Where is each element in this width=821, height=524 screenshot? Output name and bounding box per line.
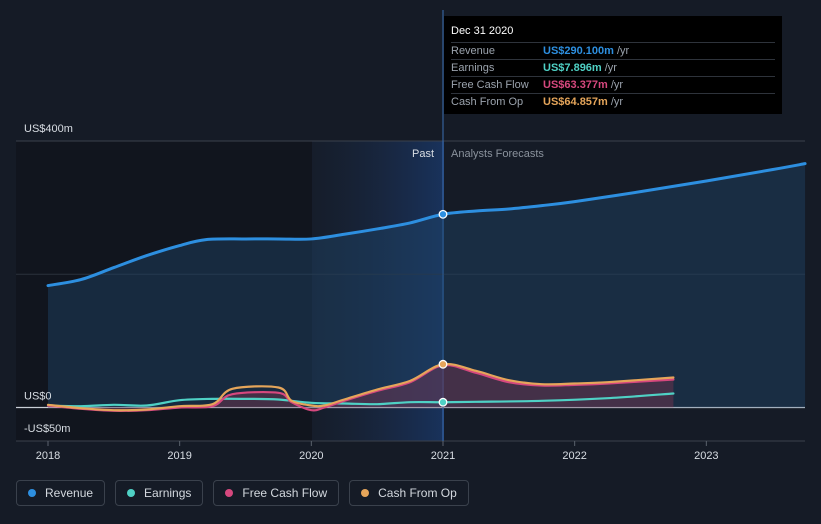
tooltip-date: Dec 31 2020 bbox=[451, 24, 775, 43]
legend-dot-icon bbox=[225, 489, 234, 497]
revenue-highlight-point bbox=[438, 209, 448, 219]
tooltip-unit: /yr bbox=[610, 79, 624, 91]
tooltip-unit: /yr bbox=[616, 45, 630, 57]
y-tick-label: US$400m bbox=[24, 123, 73, 135]
x-tick-label: 2019 bbox=[167, 450, 191, 462]
legend-label: Earnings bbox=[144, 486, 192, 500]
free-cash-flow-area bbox=[48, 365, 674, 411]
tooltip-value: US$63.377m bbox=[543, 79, 608, 91]
tooltip-row-free-cash-flow: Free Cash Flow US$63.377m /yr bbox=[451, 77, 775, 94]
tooltip-row-cash-from-op: Cash From Op US$64.857m /yr bbox=[451, 94, 775, 110]
data-tooltip: Dec 31 2020 Revenue US$290.100m /yr Earn… bbox=[444, 16, 782, 114]
tooltip-value: US$290.100m bbox=[543, 45, 614, 57]
revenue-line bbox=[46, 162, 807, 288]
y-tick-label: US$0 bbox=[24, 391, 52, 403]
tooltip-row-earnings: Earnings US$7.896m /yr bbox=[451, 60, 775, 77]
legend-dot-icon bbox=[28, 489, 36, 497]
revenue-area bbox=[48, 163, 806, 408]
tooltip-value: US$64.857m bbox=[543, 96, 608, 108]
past-label: Past bbox=[412, 148, 434, 160]
tooltip-label: Cash From Op bbox=[451, 96, 524, 108]
legend-item-cash-from-op[interactable]: Cash From Op bbox=[349, 480, 469, 506]
earnings-line bbox=[46, 392, 675, 408]
y-tick-label: -US$50m bbox=[24, 423, 70, 435]
legend-dot-icon bbox=[127, 489, 136, 497]
tooltip-unit: /yr bbox=[604, 62, 617, 74]
x-tick-label: 2021 bbox=[431, 450, 455, 462]
cash-from-op-highlight-point bbox=[438, 359, 448, 369]
tooltip-label: Earnings bbox=[451, 62, 495, 74]
tooltip-label: Free Cash Flow bbox=[451, 79, 529, 91]
x-tick-label: 2018 bbox=[36, 450, 60, 462]
legend-item-earnings[interactable]: Earnings bbox=[115, 480, 204, 506]
cash-from-op-line bbox=[46, 362, 675, 412]
tooltip-unit: /yr bbox=[610, 96, 624, 108]
x-tick-label: 2022 bbox=[562, 450, 586, 462]
tooltip-label: Revenue bbox=[451, 45, 496, 57]
x-tick-label: 2023 bbox=[694, 450, 718, 462]
tooltip-value: US$7.896m bbox=[543, 62, 602, 74]
tooltip-row-revenue: Revenue US$290.100m /yr bbox=[451, 43, 775, 60]
legend-label: Revenue bbox=[45, 486, 94, 500]
chart-legend: Revenue Earnings Free Cash Flow Cash Fro… bbox=[16, 480, 469, 508]
x-tick-label: 2020 bbox=[299, 450, 323, 462]
legend-label: Free Cash Flow bbox=[242, 486, 328, 500]
legend-item-revenue[interactable]: Revenue bbox=[16, 480, 106, 506]
earnings-highlight-point bbox=[438, 397, 448, 407]
legend-label: Cash From Op bbox=[378, 486, 457, 500]
legend-item-free-cash-flow[interactable]: Free Cash Flow bbox=[213, 480, 340, 506]
forecast-label: Analysts Forecasts bbox=[451, 148, 544, 160]
legend-dot-icon bbox=[361, 489, 370, 497]
